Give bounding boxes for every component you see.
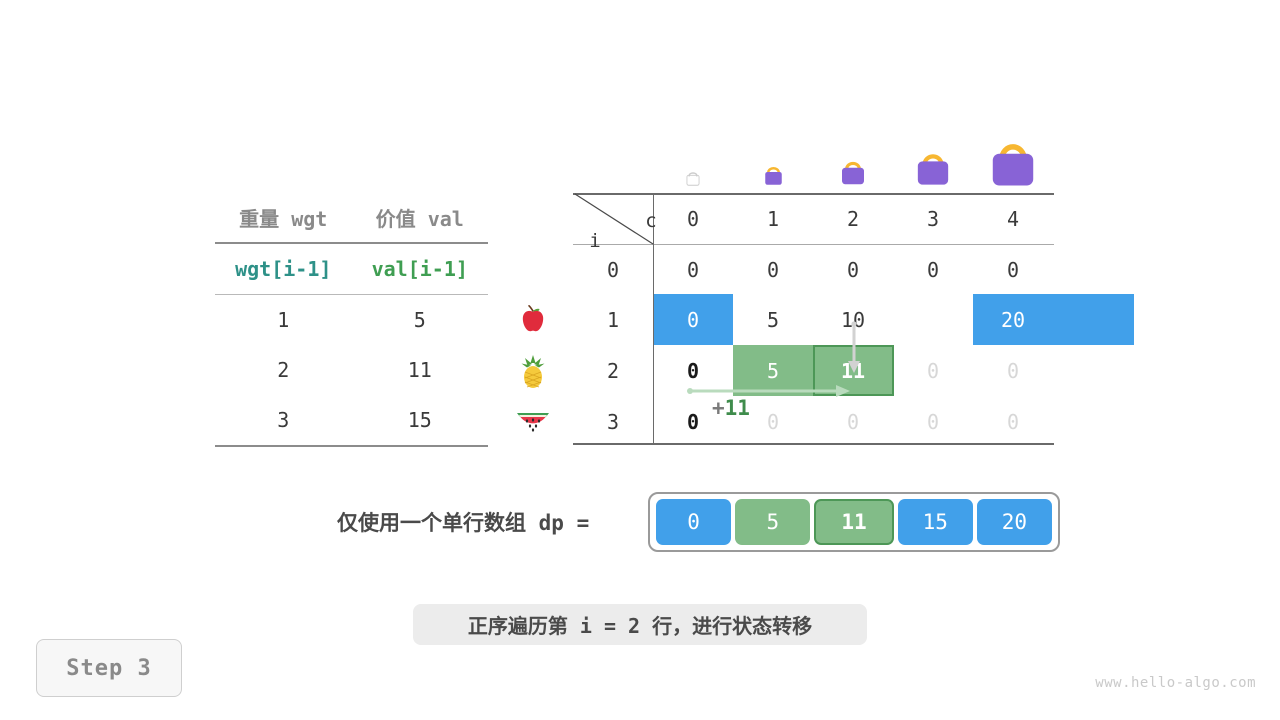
bag-icon (813, 125, 893, 187)
matrix-col-axis-label: c (645, 209, 657, 232)
matrix-cell-i0c3: 0 (926, 257, 940, 282)
watermelon-icon (505, 396, 560, 447)
matrix-row-header-1: 1 (606, 307, 620, 332)
matrix-row-header-0: 0 (606, 257, 620, 282)
dp-array-cell-1: 5 (735, 499, 811, 545)
matrix-cell-i0c2: 0 (846, 257, 860, 282)
fruit-icon-column (505, 294, 560, 447)
table-row: 1 5 (215, 295, 488, 346)
items-table-header-wgt: 重量 wgt (239, 206, 328, 231)
matrix-cell-i3c4: 0 (1006, 409, 1020, 434)
matrix-cell-i3c1: 0 (766, 409, 780, 434)
table-row: 3 15 (215, 395, 488, 446)
item-wgt-3: 3 (277, 408, 290, 432)
matrix-cell-i0c0: 0 (686, 257, 700, 282)
matrix-col-header-4: 4 (1006, 206, 1020, 231)
bag-icon (653, 125, 733, 187)
dp-array-label: 仅使用一个单行数组 dp = (337, 511, 590, 535)
matrix-cell-i3c3: 0 (926, 409, 940, 434)
transition-annotation: +11 (712, 396, 750, 420)
matrix-top-rule (573, 193, 1054, 195)
highlight-blue-i1c0 (653, 294, 733, 345)
matrix-cell-i1c2: 10 (840, 307, 866, 332)
matrix-cell-i1c3: 15 (920, 307, 946, 332)
matrix-cell-i0c4: 0 (1006, 257, 1020, 282)
matrix-col-header-2: 2 (846, 206, 860, 231)
matrix-cell-i2c1: 5 (766, 358, 780, 383)
dp-array-cell-0: 0 (656, 499, 732, 545)
dp-matrix-highlight-layer (573, 193, 1134, 445)
dp-matrix: c i 0 1 2 3 4 0 1 2 3 0 0 0 0 0 0 5 10 1… (573, 193, 1134, 445)
highlight-blue-i1c3c4 (973, 294, 1134, 345)
items-table-header-row: 重量 wgt 价值 val (215, 192, 488, 243)
matrix-row-header-3: 3 (606, 409, 620, 434)
matrix-bottom-rule (573, 443, 1054, 445)
caption-banner: 正序遍历第 i = 2 行，进行状态转移 (413, 604, 867, 645)
item-val-1: 5 (413, 308, 426, 332)
matrix-cell-i2c0: 0 (686, 358, 700, 383)
matrix-cell-i1c1: 5 (766, 307, 780, 332)
matrix-cell-i2c4: 0 (1006, 358, 1020, 383)
bag-icon (973, 125, 1053, 187)
corner-diagonal-icon (574, 193, 654, 245)
item-wgt-2: 2 (277, 358, 290, 382)
dp-array-cell-2: 11 (814, 499, 894, 545)
matrix-cell-i3c0: 0 (686, 409, 700, 434)
bag-icon-row (653, 125, 1053, 187)
bag-icon (893, 125, 973, 187)
step-badge: Step 3 (36, 639, 182, 697)
pineapple-icon (505, 345, 560, 396)
items-table-subheader-row: wgt[i-1] val[i-1] (215, 243, 488, 295)
bag-icon (733, 125, 813, 187)
matrix-cell-i3c2: 0 (846, 409, 860, 434)
matrix-cell-i2c3: 0 (926, 358, 940, 383)
matrix-cell-i2c2: 11 (840, 358, 866, 383)
matrix-cell-i0c1: 0 (766, 257, 780, 282)
dp-array-cell-4: 20 (976, 499, 1053, 545)
matrix-header-rule (573, 244, 1054, 245)
matrix-row-header-2: 2 (606, 358, 620, 383)
watermark: www.hello-algo.com (1095, 675, 1256, 691)
annotation-value: 11 (724, 396, 750, 420)
annotation-sign: + (712, 396, 725, 420)
dp-array: 0 5 11 15 20 (648, 492, 1060, 552)
table-row: 2 11 (215, 345, 488, 395)
items-table: 重量 wgt 价值 val wgt[i-1] val[i-1] 1 5 2 11… (215, 192, 488, 447)
item-wgt-1: 1 (277, 308, 290, 332)
item-val-3: 15 (407, 408, 432, 432)
matrix-cell-i1c4: 20 (1000, 307, 1026, 332)
item-val-2: 11 (407, 358, 432, 382)
dp-array-cell-3: 15 (897, 499, 973, 545)
matrix-vertical-rule (653, 193, 654, 443)
matrix-cell-i1c0: 0 (686, 307, 700, 332)
matrix-col-header-0: 0 (686, 206, 700, 231)
matrix-row-axis-label: i (589, 229, 601, 252)
apple-icon (505, 294, 560, 345)
matrix-col-header-1: 1 (766, 206, 780, 231)
items-table-subheader-wgt: wgt[i-1] (235, 257, 332, 281)
items-table-header-val: 价值 val (375, 206, 464, 231)
items-table-subheader-val: val[i-1] (371, 257, 468, 281)
matrix-col-header-3: 3 (926, 206, 940, 231)
